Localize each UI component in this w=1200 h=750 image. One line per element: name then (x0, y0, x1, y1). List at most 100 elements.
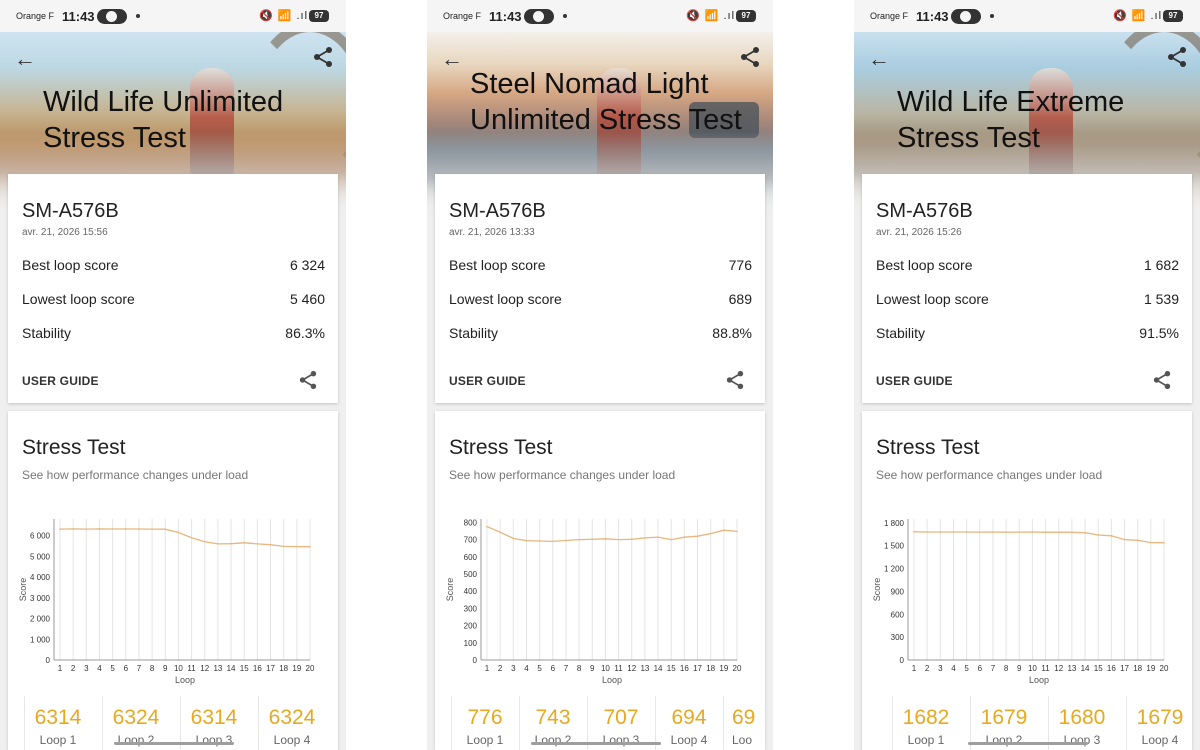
x-tick-label: 20 (1160, 664, 1169, 673)
share-result-icon[interactable] (725, 370, 745, 390)
x-tick-label: 2 (498, 664, 503, 673)
stability-row: Stability 88.8% (449, 325, 752, 341)
y-tick-label: 600 (891, 610, 905, 619)
share-icon[interactable] (312, 46, 334, 68)
loop-score-value: 1682 (902, 706, 950, 729)
score-point (709, 532, 712, 535)
y-tick-label: 1 800 (884, 519, 905, 528)
user-guide-link[interactable]: USER GUIDE (22, 374, 99, 388)
x-tick-label: 14 (227, 664, 236, 673)
horizontal-scrollbar[interactable] (531, 742, 661, 745)
horizontal-scrollbar[interactable] (114, 742, 234, 745)
score-point (538, 540, 541, 542)
score-point (512, 537, 515, 540)
back-arrow-icon[interactable]: ← (14, 46, 36, 71)
loop-score-item[interactable]: 69 Loo (723, 696, 765, 750)
x-tick-label: 10 (1028, 664, 1037, 673)
user-guide-link[interactable]: USER GUIDE (876, 374, 953, 388)
notification-dot-icon (563, 14, 567, 18)
back-arrow-icon[interactable]: ← (441, 46, 463, 71)
loop-score-value: 6324 (112, 706, 160, 729)
stress-test-subtitle: See how performance changes under load (449, 468, 676, 482)
x-tick-label: 1 (58, 664, 63, 673)
x-tick-label: 19 (1146, 664, 1155, 673)
share-icon[interactable] (739, 46, 761, 68)
x-tick-label: 6 (978, 664, 983, 673)
spotify-icon (97, 9, 127, 24)
y-tick-label: 2 000 (30, 615, 51, 624)
score-point (1057, 531, 1060, 533)
score-point (138, 528, 140, 530)
x-tick-label: 16 (680, 664, 689, 673)
device-name: SM-A576B (449, 200, 546, 222)
lowest-loop-label: Lowest loop score (449, 291, 562, 307)
x-tick-label: 3 (938, 664, 943, 673)
score-point (282, 545, 285, 548)
score-point (151, 528, 153, 530)
score-point (309, 545, 311, 548)
loop-score-item[interactable]: 6314 Loop 1 (24, 696, 90, 750)
back-arrow-icon[interactable]: ← (868, 46, 890, 71)
stress-test-card: Stress Test See how performance changes … (862, 411, 1192, 750)
x-tick-label: 19 (719, 664, 728, 673)
battery-icon: 97 (736, 10, 756, 22)
loop-score-item[interactable]: 1682 Loop 1 (892, 696, 958, 750)
loop-score-label: Loo (732, 733, 753, 747)
page-title: Wild Life Extreme Stress Test (897, 86, 1125, 154)
y-axis-label: Score (872, 578, 882, 602)
score-point (499, 531, 501, 534)
user-guide-link[interactable]: USER GUIDE (449, 374, 526, 388)
y-tick-label: 0 (473, 656, 478, 665)
score-point (657, 536, 659, 538)
x-tick-label: 15 (1094, 664, 1103, 673)
share-result-icon[interactable] (1152, 370, 1172, 390)
horizontal-scrollbar[interactable] (968, 742, 1088, 745)
score-point (736, 530, 738, 533)
loop-score-item[interactable]: 1679 Loop 4 (1126, 696, 1192, 750)
loop-score-list[interactable]: 776 Loop 1 743 Loop 2 707 Loop 3 694 Loo… (451, 696, 765, 750)
x-tick-label: 7 (564, 664, 569, 673)
score-line (59, 528, 311, 548)
spotify-icon (951, 9, 981, 24)
score-point (978, 531, 981, 533)
score-point (578, 538, 580, 541)
share-icon[interactable] (1166, 46, 1188, 68)
x-tick-label: 11 (614, 664, 623, 673)
score-point (190, 536, 193, 539)
loop-score-value: 6314 (190, 706, 238, 729)
score-point (1136, 539, 1139, 542)
best-loop-label: Best loop score (876, 257, 973, 273)
loop-score-item[interactable]: 6324 Loop 4 (258, 696, 324, 750)
battery-icon: 97 (1163, 10, 1183, 22)
loop-score-label: Loop 4 (1141, 733, 1179, 747)
share-result-icon[interactable] (298, 370, 318, 390)
loop-score-value: 776 (467, 706, 503, 729)
page-title: Wild Life Unlimited Stress Test (43, 86, 284, 154)
notification-dot-icon (136, 14, 140, 18)
score-point (565, 539, 567, 542)
y-tick-label: 0 (900, 656, 905, 665)
loop-score-item[interactable]: 776 Loop 1 (451, 696, 517, 750)
loop-score-item[interactable]: 1680 Loop 3 (1048, 696, 1114, 750)
score-line (486, 526, 738, 543)
loop-score-label: Loop 1 (907, 733, 945, 747)
clock: 11:43 (916, 9, 949, 24)
stress-test-subtitle: See how performance changes under load (876, 468, 1103, 482)
x-tick-label: 19 (292, 664, 301, 673)
status-bar: Orange F 11:43 🔇 📶 .ıl 97 (427, 0, 773, 32)
x-tick-label: 14 (654, 664, 663, 673)
x-tick-label: 3 (84, 664, 89, 673)
y-tick-label: 6 000 (30, 532, 51, 541)
x-tick-label: 6 (124, 664, 129, 673)
stability-value: 86.3% (285, 325, 325, 341)
x-axis-label: Loop (602, 675, 622, 685)
stability-value: 91.5% (1139, 325, 1179, 341)
y-tick-label: 400 (464, 587, 478, 596)
loop-score-label: Loop 4 (670, 733, 708, 747)
score-point (551, 540, 554, 543)
loop-score-item[interactable]: 694 Loop 4 (655, 696, 721, 750)
x-tick-label: 13 (213, 664, 222, 673)
score-point (525, 539, 528, 542)
